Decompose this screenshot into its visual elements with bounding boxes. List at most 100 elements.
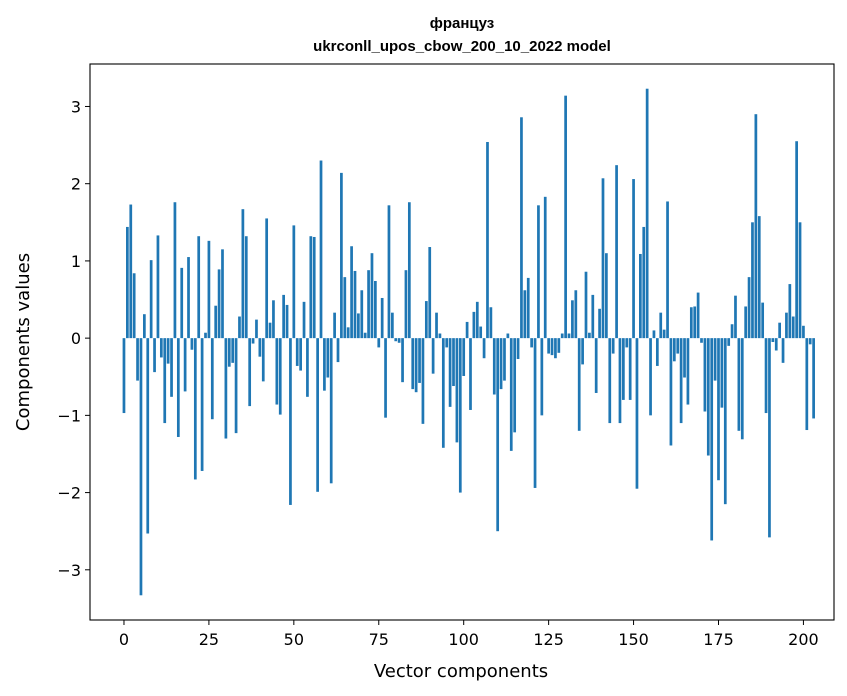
bar-30 <box>224 338 228 439</box>
bar-95 <box>445 338 449 348</box>
bar-58 <box>319 160 323 339</box>
bar-81 <box>397 338 401 343</box>
y-axis-ticks: −3 −2 −1 0 1 2 3 <box>57 97 90 580</box>
bar-73 <box>370 253 374 339</box>
bar-189 <box>764 338 768 414</box>
chart-title: француз <box>430 15 495 32</box>
bar-69 <box>357 313 360 339</box>
bar-1 <box>126 226 129 339</box>
bar-164 <box>679 338 683 424</box>
bar-157 <box>655 338 659 366</box>
y-tick-label: −1 <box>57 406 81 425</box>
bar-154 <box>645 88 649 339</box>
bar-115 <box>513 338 517 433</box>
bar-130 <box>564 95 567 339</box>
bar-161 <box>669 338 673 446</box>
bar-173 <box>710 338 714 541</box>
bar-57 <box>316 338 319 492</box>
bar-79 <box>391 312 394 339</box>
bar-19 <box>187 257 190 339</box>
bar-84 <box>407 202 411 339</box>
bar-8 <box>149 260 153 339</box>
bar-76 <box>380 297 384 339</box>
bar-53 <box>302 301 306 339</box>
bar-21 <box>193 338 197 480</box>
bar-166 <box>686 338 690 405</box>
bar-193 <box>778 322 781 339</box>
bar-31 <box>227 338 231 367</box>
bar-137 <box>588 332 591 339</box>
bar-34 <box>238 316 241 339</box>
bar-66 <box>346 327 350 339</box>
bar-145 <box>615 165 618 339</box>
bar-86 <box>414 338 418 393</box>
bar-192 <box>774 338 778 351</box>
bar-2 <box>129 204 133 339</box>
bar-26 <box>210 338 214 420</box>
bar-14 <box>170 338 173 397</box>
bar-184 <box>747 277 751 339</box>
bar-41 <box>261 338 265 382</box>
bar-63 <box>336 338 340 363</box>
bar-132 <box>571 300 574 339</box>
x-tick-label: 75 <box>369 630 389 649</box>
bar-71 <box>363 332 367 339</box>
bar-88 <box>421 338 425 424</box>
bar-16 <box>176 338 180 437</box>
bars <box>122 88 815 596</box>
bar-102 <box>469 338 472 410</box>
bar-27 <box>214 305 218 339</box>
bar-172 <box>706 338 710 456</box>
bar-129 <box>560 333 564 339</box>
bar-38 <box>251 338 255 344</box>
bar-78 <box>387 205 391 339</box>
bar-74 <box>374 280 377 339</box>
bar-101 <box>465 321 469 339</box>
bar-171 <box>703 338 707 412</box>
bar-24 <box>204 332 207 339</box>
bar-146 <box>618 338 622 424</box>
chart-subtitle: ukrconll_upos_cbow_200_10_2022 model <box>313 38 611 55</box>
x-axis-ticks: 0 25 50 75 100 125 150 175 200 <box>119 620 819 649</box>
bar-39 <box>255 319 258 339</box>
bar-29 <box>221 249 224 339</box>
bar-182 <box>740 338 744 440</box>
bar-123 <box>540 338 544 416</box>
bar-152 <box>639 253 642 339</box>
bar-122 <box>537 205 540 339</box>
x-tick-label: 100 <box>448 630 479 649</box>
bar-109 <box>492 338 496 395</box>
bar-163 <box>676 338 680 354</box>
bar-18 <box>183 338 187 392</box>
bar-64 <box>340 172 343 339</box>
bar-23 <box>200 338 204 471</box>
bar-170 <box>700 338 703 343</box>
bar-194 <box>781 338 785 363</box>
bar-199 <box>798 222 802 339</box>
bar-121 <box>533 338 537 488</box>
bar-20 <box>190 338 194 350</box>
bar-72 <box>367 270 370 339</box>
x-tick-label: 0 <box>119 630 129 649</box>
bar-136 <box>584 271 588 339</box>
bar-105 <box>479 326 483 339</box>
bar-195 <box>785 312 788 339</box>
x-tick-label: 25 <box>199 630 219 649</box>
bar-175 <box>717 338 720 481</box>
bar-112 <box>503 338 506 381</box>
bar-90 <box>428 247 432 339</box>
bar-202 <box>808 338 812 345</box>
bar-93 <box>438 333 442 339</box>
bar-99 <box>458 338 462 493</box>
bar-106 <box>482 338 486 359</box>
bar-167 <box>689 307 693 339</box>
x-tick-label: 200 <box>788 630 819 649</box>
bar-142 <box>605 253 608 339</box>
x-tick-label: 150 <box>618 630 649 649</box>
y-tick-label: 1 <box>71 252 81 271</box>
bar-65 <box>343 277 347 339</box>
y-tick-label: −3 <box>57 561 81 580</box>
bar-110 <box>496 338 500 532</box>
bar-153 <box>642 226 646 339</box>
